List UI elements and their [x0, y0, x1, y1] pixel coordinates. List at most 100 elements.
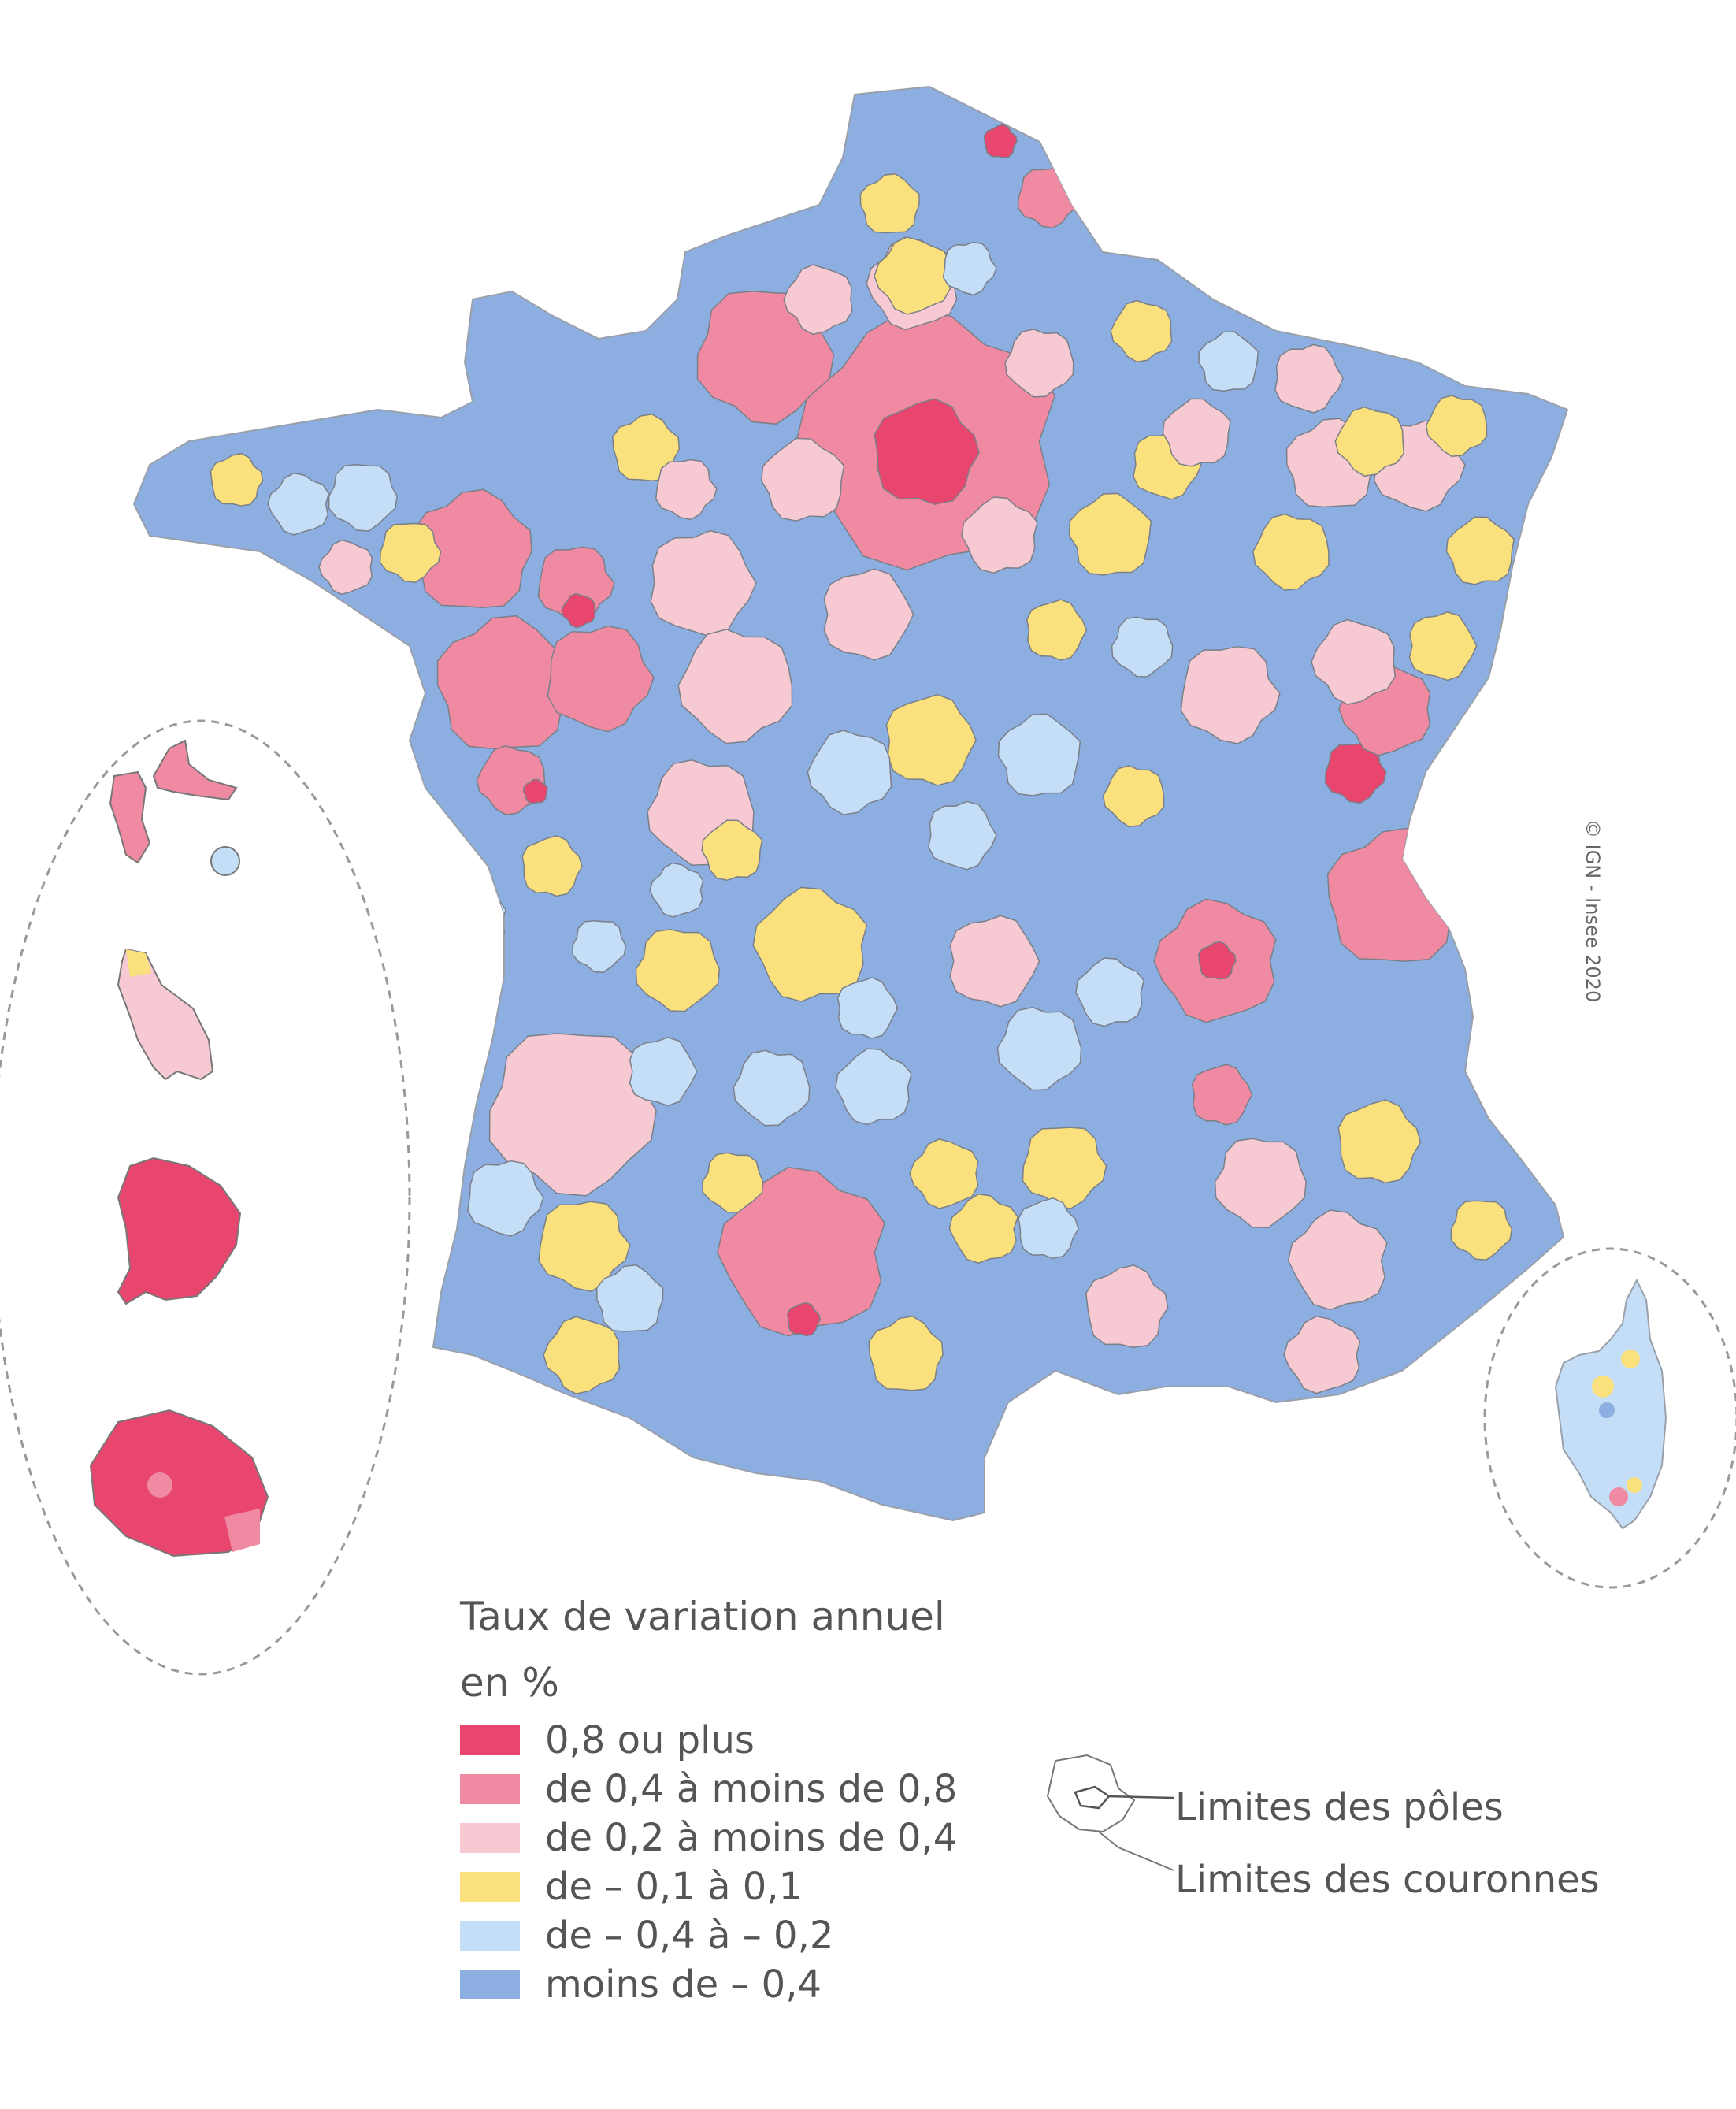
map-area: [436, 615, 571, 749]
map-area: [1026, 599, 1088, 661]
map-area: [635, 929, 721, 1012]
map-area: [267, 472, 330, 536]
map-area: [733, 1049, 811, 1127]
corsica: [1554, 1278, 1667, 1530]
map-area: [595, 1264, 664, 1332]
legend-class-2: de 0,2 à moins de 0,4: [460, 1814, 1059, 1862]
map-area: [1337, 1099, 1422, 1184]
map-area: [874, 236, 951, 315]
corsica-inset-outline: [1483, 1247, 1736, 1589]
map-area: [928, 800, 997, 871]
map-area: [1287, 1209, 1388, 1311]
la-reunion: [89, 1409, 269, 1558]
map-area: [807, 730, 892, 815]
limits-legend: Limites des pôles Limites des couronnes: [1049, 1749, 1679, 1907]
map-area: [701, 1152, 764, 1213]
map-area: [1191, 1064, 1253, 1126]
map-area: [1274, 343, 1344, 414]
map-area: [210, 452, 264, 507]
map-area: [1075, 957, 1145, 1027]
map-area: [467, 1160, 544, 1237]
map-area: [521, 835, 583, 897]
legend-label: 0,8 ou plus: [545, 1718, 755, 1762]
overseas-inset-outline: [0, 719, 411, 1676]
legend-label: de – 0,1 à 0,1: [545, 1865, 803, 1909]
map-area: [1197, 941, 1237, 980]
legend-swatch: [460, 1872, 520, 1902]
map-area: [1408, 611, 1478, 681]
map-area: [823, 568, 914, 661]
legend-classes: 0,8 ou plus de 0,4 à moins de 0,8 de 0,2 à…: [460, 1716, 1059, 2009]
map-area: [522, 778, 548, 804]
map-area: [1311, 618, 1396, 705]
legend-swatch: [460, 1774, 520, 1804]
map-area: [379, 522, 442, 584]
map-area: [835, 1048, 912, 1126]
legend-title: Taux de variation annuel: [460, 1594, 945, 1639]
map-area: [649, 862, 704, 918]
legend-label: moins de – 0,4: [545, 1962, 822, 2007]
legend-label: de – 0,4 à – 0,2: [545, 1914, 834, 1958]
legend-swatch: [460, 1921, 520, 1951]
map-area: [1180, 645, 1281, 744]
limits-poles-label: Limites des pôles: [1175, 1785, 1504, 1829]
map-area: [909, 1138, 979, 1209]
limits-symbol: [1046, 1754, 1174, 1871]
legend: Taux de variation annuel en % 0,8 ou plu…: [460, 1584, 1059, 2009]
map-area: [1004, 329, 1074, 398]
map-area: [328, 464, 398, 532]
map-area: [1283, 1316, 1361, 1394]
map-area: [318, 539, 373, 596]
map-area: [1214, 1138, 1307, 1229]
map-area: [1162, 398, 1232, 467]
map-area: [786, 1301, 822, 1337]
legend-class-1: de 0,4 à moins de 0,8: [460, 1765, 1059, 1814]
map-area: [997, 713, 1081, 796]
map-area: [436, 886, 507, 956]
map-area: [1334, 406, 1404, 477]
limits-couronnes-label: Limites des couronnes: [1175, 1858, 1600, 1902]
map-area: [1198, 331, 1259, 392]
map-area: [859, 173, 920, 234]
map-area: [1252, 513, 1330, 591]
map-area: [1085, 1264, 1169, 1349]
legend-class-3: de – 0,1 à 0,1: [460, 1862, 1059, 1911]
map-area: [783, 264, 853, 336]
map-area: [1425, 395, 1488, 458]
map-area: [1102, 765, 1165, 828]
guadeloupe: [109, 739, 240, 876]
legend-subtitle: en %: [460, 1660, 559, 1706]
martinique: [117, 948, 214, 1081]
guyane: [117, 1157, 242, 1305]
map-area: [868, 1316, 944, 1391]
legend-label: de 0,2 à moins de 0,4: [545, 1816, 958, 1860]
copyright: © IGN - Insee 2020: [1582, 819, 1604, 1003]
map-area: [1111, 616, 1174, 678]
legend-class-4: de – 0,4 à – 0,2: [460, 1911, 1059, 1960]
map-area: [701, 819, 763, 881]
map-area: [1068, 492, 1152, 576]
map-area: [1450, 1200, 1513, 1261]
map-area: [629, 1037, 698, 1107]
map-area: [1022, 1127, 1107, 1209]
map-area: [942, 241, 997, 296]
map-area: [1018, 1197, 1079, 1260]
map-area: [760, 437, 845, 522]
map-area: [885, 693, 977, 786]
map-area: [572, 919, 627, 974]
map-area: [874, 398, 980, 505]
legend-swatch: [460, 1725, 520, 1755]
map-area: [949, 915, 1040, 1008]
map-area: [983, 124, 1018, 158]
map-area: [996, 1006, 1082, 1091]
legend-label: de 0,4 à moins de 0,8: [545, 1767, 958, 1811]
metropolitan-france: [132, 85, 1569, 1522]
map-area: [547, 625, 655, 733]
map-area: [1445, 516, 1515, 585]
map-area: [655, 459, 718, 521]
map-area: [836, 977, 899, 1039]
legend-swatch: [460, 1970, 520, 1999]
legend-class-5: moins de – 0,4: [460, 1960, 1059, 2009]
map-area: [1110, 299, 1173, 363]
